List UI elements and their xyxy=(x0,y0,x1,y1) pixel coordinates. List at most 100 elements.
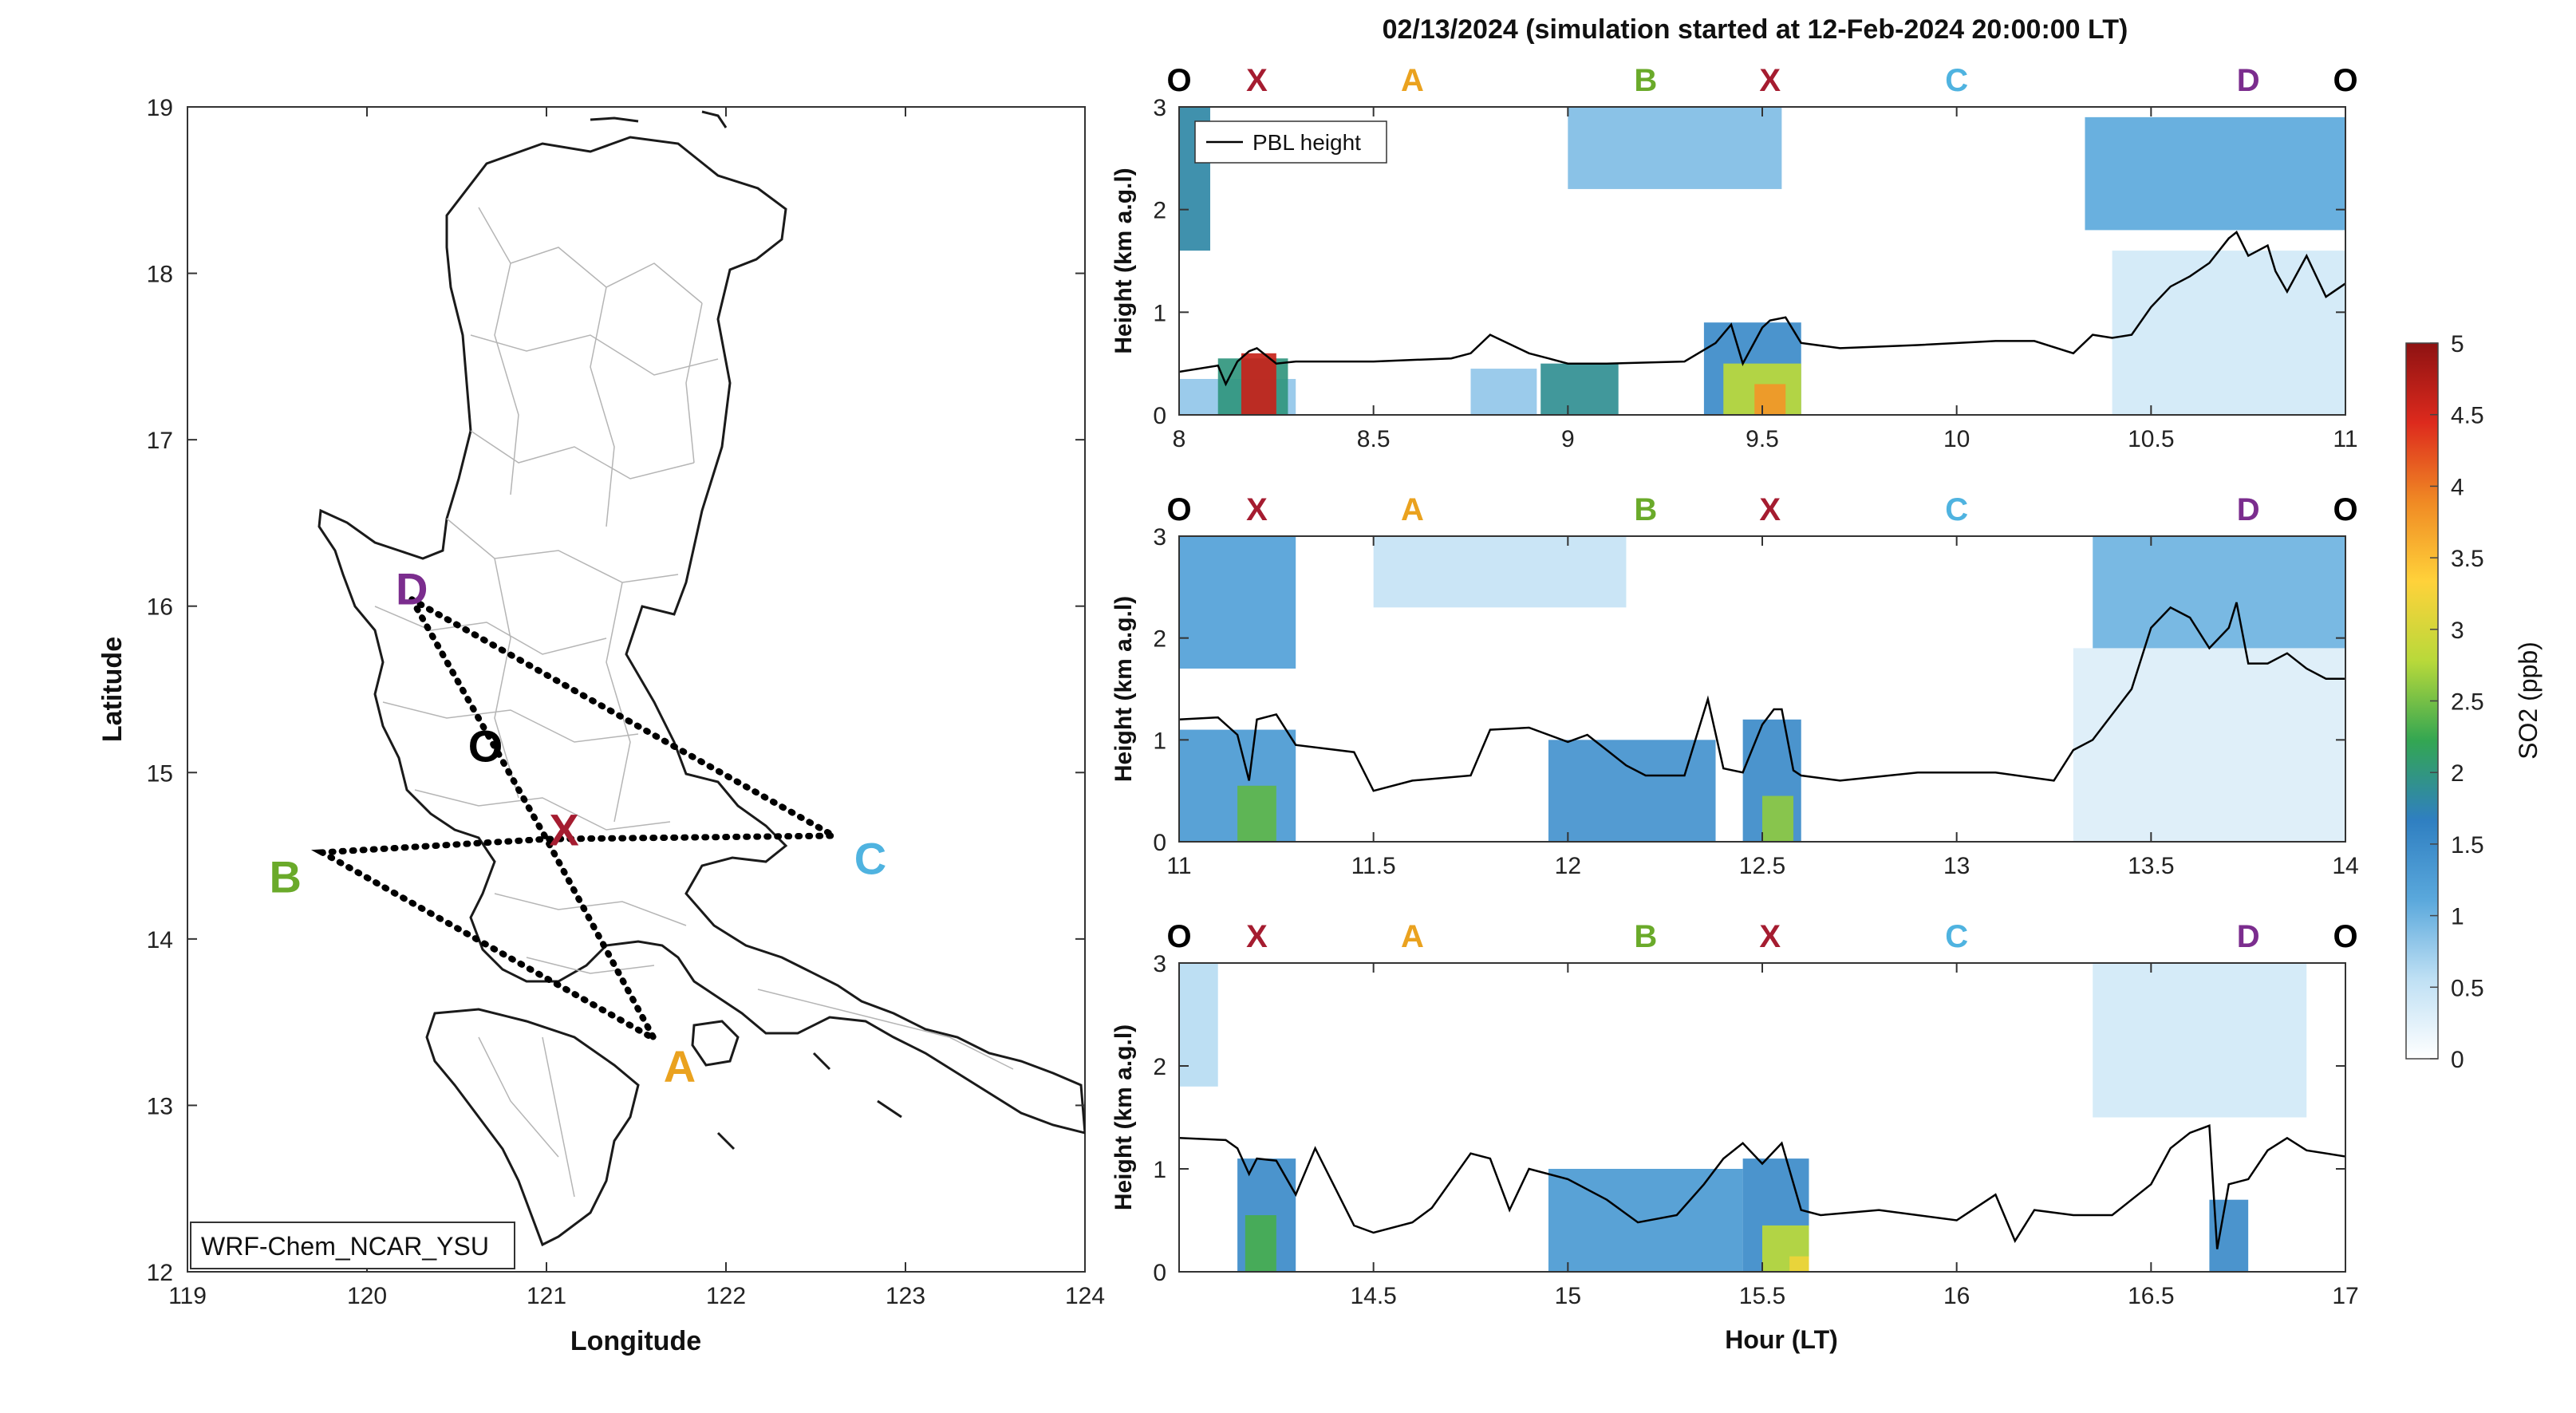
so2-cell xyxy=(1179,536,1296,669)
curtain-panel-3: 14.5 15 15.5 16 16.5 17 0 1 2 3 Height (km a.g.l) O… xyxy=(1110,919,2359,1309)
map-y-tick-label: 18 xyxy=(147,262,173,288)
so2-field xyxy=(1179,107,2345,415)
colorbar-tick-label: 2 xyxy=(2451,760,2464,787)
curtain-y-tick-label: 2 xyxy=(1153,1054,1166,1080)
map-waypoint-x: X xyxy=(549,805,578,855)
so2-cell xyxy=(1373,536,1627,608)
waypoint-label-x: X xyxy=(1759,63,1781,98)
so2-colorbar: 0 0.5 1 1.5 2 2.5 3 3.5 4 4.5 5 SO2 (ppb) xyxy=(2405,331,2542,1073)
so2-cell xyxy=(1470,369,1537,415)
waypoint-label-o: O xyxy=(2333,492,2357,527)
colorbar-tick-label: 0.5 xyxy=(2451,975,2484,1001)
map-waypoint-a: A xyxy=(664,1041,696,1091)
waypoint-label-x: X xyxy=(1246,919,1268,954)
curtain-x-tick-label: 10 xyxy=(1943,426,1970,452)
so2-cell xyxy=(1241,353,1276,415)
so2-cell xyxy=(1245,1215,1276,1272)
curtain-ylabel: Height (km a.g.l) xyxy=(1110,168,1137,353)
map-y-tick-label: 19 xyxy=(147,95,173,121)
map-waypoint-d: D xyxy=(396,563,428,614)
map-x-tick-label: 124 xyxy=(1065,1283,1105,1309)
curtain-ylabel: Height (km a.g.l) xyxy=(1110,596,1137,782)
map-y-tick-label: 12 xyxy=(147,1260,173,1286)
curtain-x-tick-label: 17 xyxy=(2332,1283,2358,1309)
map-y-tick-label: 15 xyxy=(147,760,173,787)
map-y-tick-label: 13 xyxy=(147,1093,173,1119)
waypoint-label-a: A xyxy=(1401,492,1424,527)
curtain-x-tick-label: 11 xyxy=(2333,426,2357,452)
so2-cell xyxy=(1540,363,1619,415)
curtain-x-tick-label: 11.5 xyxy=(1351,853,1396,879)
model-label-box xyxy=(190,1222,515,1269)
map-ylabel: Latitude xyxy=(97,637,128,742)
so2-field xyxy=(1179,963,2307,1272)
flight-track xyxy=(310,596,846,1048)
curtain-y-tick-label: 3 xyxy=(1153,524,1166,551)
waypoint-label-x: X xyxy=(1246,492,1268,527)
so2-cell xyxy=(1237,785,1276,842)
so2-cell xyxy=(2112,251,2345,415)
curtain-x-tick-label: 12.5 xyxy=(1739,853,1785,879)
curtain-x-tick-label: 12 xyxy=(1555,853,1581,879)
waypoint-label-o: O xyxy=(2333,919,2357,954)
waypoint-label-o: O xyxy=(1166,63,1191,98)
curtain-x-tick-label: 11 xyxy=(1166,853,1191,879)
so2-cell xyxy=(2093,963,2307,1118)
waypoint-label-b: B xyxy=(1634,919,1657,954)
legend-entry: PBL height xyxy=(1252,130,1361,155)
north-islets xyxy=(590,110,902,1151)
waypoint-label-o: O xyxy=(2333,63,2357,98)
curtain-x-tick-label: 10.5 xyxy=(2128,426,2174,452)
map-panel: D OX C B A 119 120 121 122 123 124 12 13 14 15 16 17 18… xyxy=(97,95,1105,1356)
curtain-x-tick-label: 16.5 xyxy=(2128,1283,2174,1309)
luzon-island xyxy=(318,136,1085,1135)
colorbar-tick-label: 4 xyxy=(2451,474,2464,500)
map-x-ticks: 119 120 121 122 123 124 xyxy=(168,107,1105,1309)
so2-cell xyxy=(1789,1256,1809,1272)
curtain-x-tick-label: 14.5 xyxy=(1350,1283,1396,1309)
curtain-x-tick-label: 8.5 xyxy=(1357,426,1391,452)
so2-cell xyxy=(1568,107,1782,189)
so2-cell xyxy=(2085,116,2345,231)
waypoint-label-x: X xyxy=(1759,492,1781,527)
colorbar-tick-label: 1.5 xyxy=(2451,832,2484,858)
colorbar-tick-label: 3.5 xyxy=(2451,546,2484,572)
map-y-ticks: 12 13 14 15 16 17 18 19 xyxy=(147,95,1085,1286)
colorbar-label: SO2 (ppb) xyxy=(2514,641,2542,760)
curtain-xlabel: Hour (LT) xyxy=(1725,1325,1838,1354)
curtain-x-tick-label: 13 xyxy=(1943,853,1970,879)
so2-cell xyxy=(1762,795,1793,842)
curtain-y-tick-label: 2 xyxy=(1153,198,1166,224)
pbl-height-line xyxy=(1179,231,2345,387)
curtain-x-tick-label: 9.5 xyxy=(1746,426,1779,452)
waypoint-label-c: C xyxy=(1945,919,1968,954)
waypoint-label-d: D xyxy=(2237,492,2260,527)
map-y-tick-label: 17 xyxy=(147,428,173,454)
curtain-y-tick-label: 0 xyxy=(1153,830,1166,856)
waypoint-label-o: O xyxy=(1166,919,1191,954)
colorbar-tick-label: 4.5 xyxy=(2451,403,2484,429)
waypoint-label-a: A xyxy=(1401,919,1424,954)
province-lines xyxy=(374,207,1014,1198)
curtain-x-tick-label: 13.5 xyxy=(2128,853,2174,879)
map-waypoint-o: O xyxy=(468,721,503,772)
map-waypoint-c: C xyxy=(854,834,886,884)
map-x-tick-label: 121 xyxy=(527,1283,566,1309)
colorbar-tick-label: 1 xyxy=(2451,904,2464,930)
so2-cell xyxy=(1754,384,1786,415)
map-x-tick-label: 119 xyxy=(168,1283,207,1309)
so2-cell xyxy=(2093,536,2345,649)
figure-title: 02/13/2024 (simulation started at 12-Feb… xyxy=(1383,14,2128,45)
curtain-x-tick-label: 15 xyxy=(1555,1283,1581,1309)
map-land xyxy=(318,110,1085,1247)
marinduque-island xyxy=(691,1020,740,1067)
waypoint-label-o: O xyxy=(1166,492,1191,527)
waypoint-label-b: B xyxy=(1634,63,1657,98)
curtain-y-tick-label: 1 xyxy=(1153,728,1166,754)
map-x-tick-label: 122 xyxy=(706,1283,746,1309)
curtain-y-tick-label: 2 xyxy=(1153,626,1166,653)
curtain-y-tick-label: 3 xyxy=(1153,951,1166,977)
so2-cell xyxy=(1179,963,1218,1087)
